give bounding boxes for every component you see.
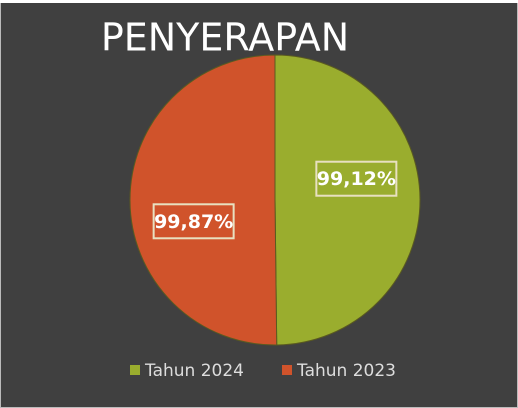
data-label: 99,12%	[317, 168, 396, 190]
chart-title: PENYERAPAN	[101, 16, 349, 60]
legend-swatch	[282, 365, 292, 375]
pie-slice	[129, 54, 278, 346]
legend-swatch	[130, 365, 140, 375]
pie-slice	[274, 54, 421, 346]
legend-label: Tahun 2023	[296, 361, 396, 381]
legend-label: Tahun 2024	[144, 361, 244, 381]
label-box	[315, 160, 398, 197]
data-label: 99,87%	[154, 211, 233, 233]
label-box	[152, 203, 235, 240]
top-edge	[0, 0, 518, 3]
